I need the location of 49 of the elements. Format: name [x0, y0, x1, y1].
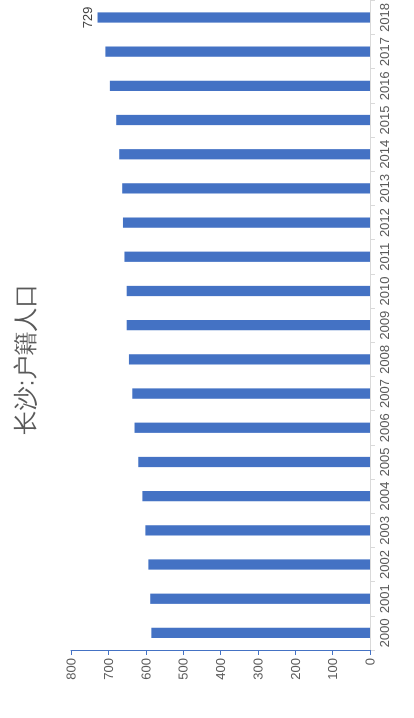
y-tick-label: 2003	[377, 516, 392, 545]
x-tick-label: 100	[325, 658, 340, 680]
x-tick-label: 600	[138, 658, 154, 680]
y-tick-label: 2014	[377, 140, 392, 169]
y-tick-label: 2004	[377, 482, 392, 511]
x-tick-label: 200	[288, 658, 303, 680]
y-tick-label: 2009	[377, 310, 392, 340]
bar	[126, 320, 370, 330]
y-tick-label: 2005	[377, 447, 392, 476]
x-tick-label: 700	[100, 658, 116, 680]
bar	[148, 559, 370, 570]
y-tick-label: 2000	[377, 618, 392, 648]
bar	[122, 183, 370, 194]
bar	[119, 149, 370, 160]
y-tick-label: 2016	[377, 71, 392, 100]
x-tick-label: 0	[362, 658, 378, 666]
bar	[132, 388, 370, 399]
bar	[145, 525, 370, 536]
bar	[105, 46, 370, 57]
bar	[151, 628, 370, 638]
x-tick-label: 500	[176, 658, 191, 680]
data-label: 729	[80, 6, 96, 28]
y-tick-label: 2012	[377, 208, 392, 238]
y-tick-label: 2013	[377, 174, 392, 203]
bar	[128, 354, 370, 364]
y-tick-label: 2018	[377, 2, 392, 32]
x-tick-label: 400	[213, 658, 228, 680]
bar	[122, 217, 370, 228]
y-tick-label: 2017	[377, 37, 392, 66]
bar	[142, 491, 370, 502]
bar	[124, 252, 370, 262]
y-tick-label: 2002	[377, 550, 392, 579]
y-tick-label: 2001	[377, 584, 392, 614]
x-tick-label: 800	[64, 658, 78, 680]
y-tick-label: 2015	[377, 106, 392, 134]
bar	[110, 80, 370, 91]
bar	[116, 114, 370, 126]
x-tick-label: 300	[250, 658, 266, 680]
text: 长沙:户籍人口	[12, 284, 40, 434]
y-tick-label: 2006	[377, 413, 392, 442]
y-tick-label: 2010	[377, 276, 392, 306]
y-tick-label: 2007	[377, 379, 392, 408]
y-tick-label: 2011	[377, 242, 392, 271]
bar	[138, 456, 370, 468]
bar	[150, 594, 370, 604]
bar	[134, 422, 370, 433]
bar	[98, 12, 370, 23]
y-tick-label: 2008	[377, 344, 392, 374]
bar	[126, 286, 370, 296]
